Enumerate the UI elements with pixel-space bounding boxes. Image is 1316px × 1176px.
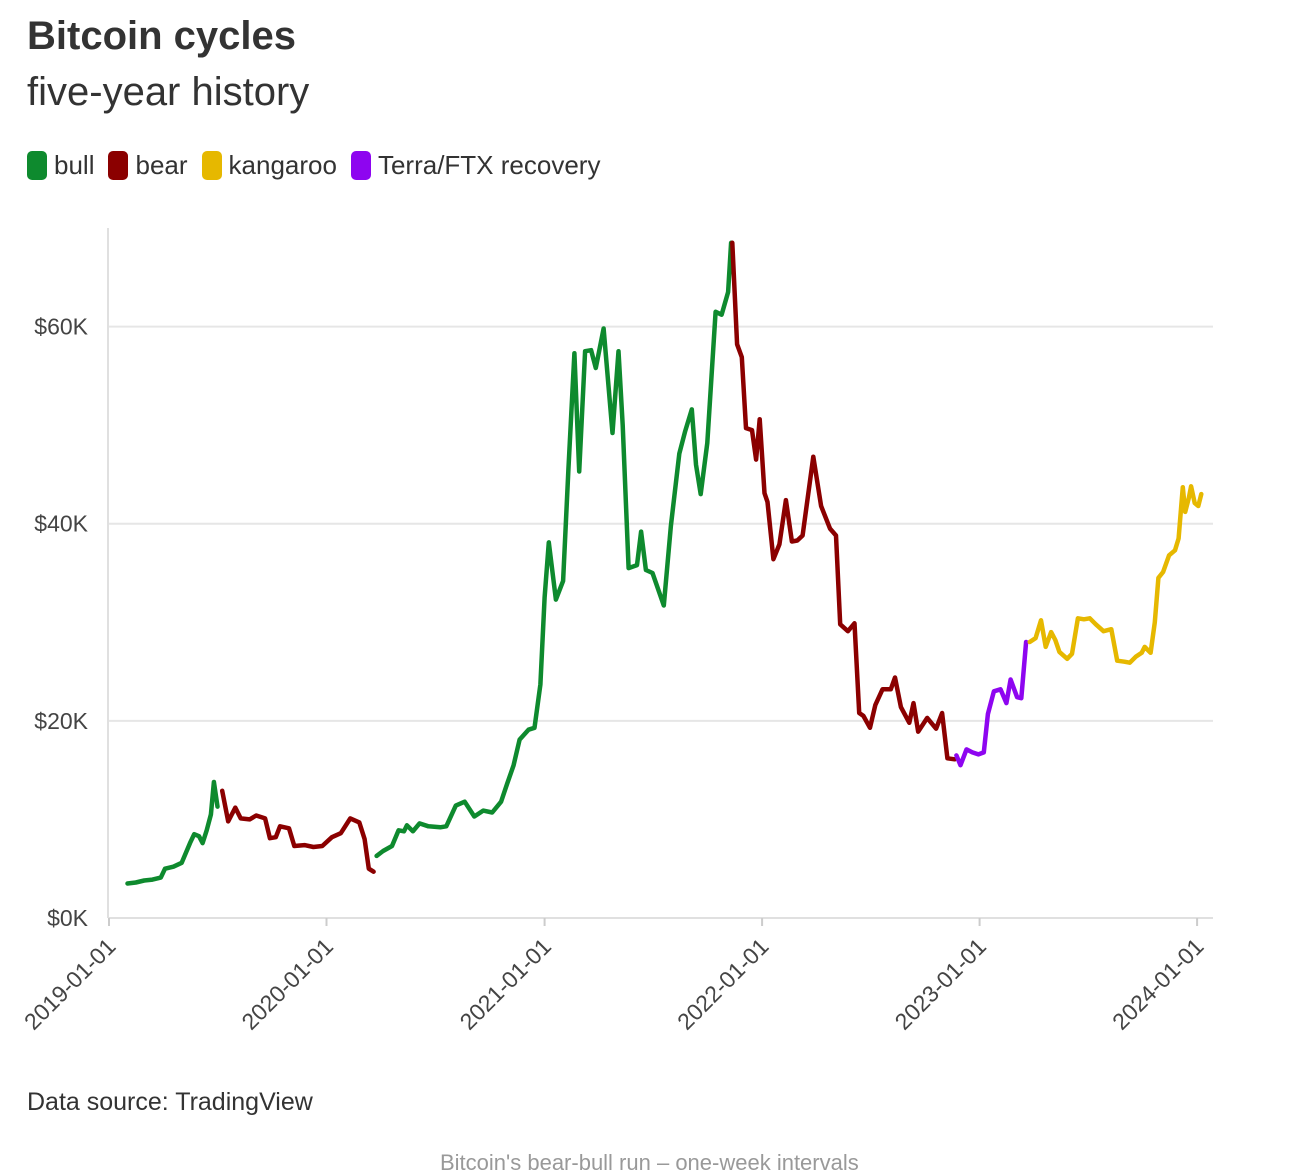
legend-swatch-kangaroo [201, 151, 222, 180]
grid-lines [108, 325, 1213, 722]
series-line-bull-0 [125, 779, 220, 886]
legend-label-kangaroo: kangaroo [228, 150, 337, 180]
series-line-bull-2 [374, 240, 734, 859]
series-line-terra-ftx-recovery-4 [954, 639, 1029, 768]
x-axis-ticks: 2019-01-01 2020-01-01 2021-01-01 2022-01-01… [19, 918, 1209, 1035]
y-tick-label-3: $60K [34, 314, 88, 340]
legend-label-bear: bear [135, 150, 188, 180]
legend-item-kangaroo: kangaroo [201, 150, 337, 181]
y-axis-ticks: $0K $20K $40K $60K [34, 314, 88, 931]
x-tick-label-5: 2024-01-01 [1107, 933, 1209, 1035]
legend-swatch-bear [108, 151, 129, 180]
legend-swatch-bull [27, 151, 47, 180]
legend-label-bull: bull [54, 150, 95, 180]
line-chart: $0K $20K $40K $60K 2019-01-01 2020-01-01 2021… [19, 228, 1213, 1035]
chart-subtitle: five-year history [27, 70, 310, 114]
legend-swatch-terra-ftx-recovery [350, 151, 371, 180]
series-line-bear-1 [219, 788, 376, 874]
y-tick-label-2: $40K [34, 511, 88, 537]
legend-item-bear: bear [108, 150, 188, 181]
legend-item-bull: bull [27, 150, 94, 181]
series-line-bear-3 [730, 240, 957, 762]
legend-label-terra-ftx-recovery: Terra/FTX recovery [377, 150, 601, 180]
y-tick-label-1: $20K [34, 708, 88, 734]
footnote: Bitcoin's bear-bull run – one-week inter… [440, 1150, 859, 1175]
x-tick-label-3: 2022-01-01 [672, 933, 774, 1035]
x-tick-label-4: 2023-01-01 [890, 933, 992, 1035]
legend-item-terra-ftx-recovery: Terra/FTX recovery [350, 150, 601, 181]
y-tick-label-0: $0K [47, 905, 89, 931]
series-line-kangaroo-5 [1027, 484, 1204, 665]
x-tick-label-2: 2021-01-01 [455, 933, 557, 1035]
data-source: Data source: TradingView [27, 1088, 313, 1116]
axes [107, 228, 1213, 919]
series-lines [125, 240, 1204, 886]
x-tick-label-1: 2020-01-01 [236, 933, 338, 1035]
x-tick-label-0: 2019-01-01 [19, 933, 121, 1035]
chart-title: Bitcoin cycles [27, 14, 297, 58]
legend: bull bear kangaroo Terra/FTX recovery [27, 150, 614, 181]
